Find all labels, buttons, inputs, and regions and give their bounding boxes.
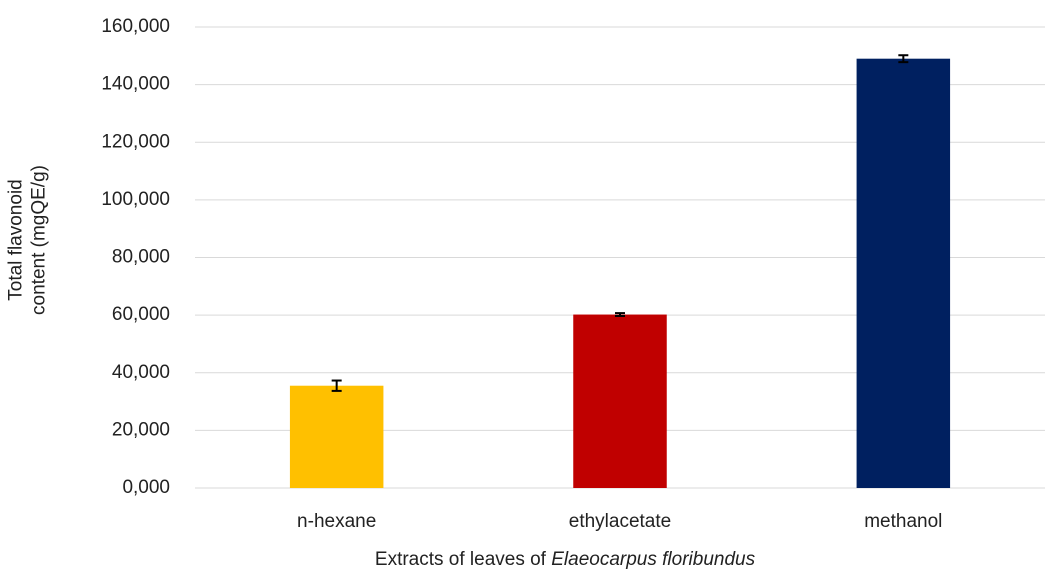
bar	[289, 385, 384, 488]
y-tick-label: 20,000	[112, 419, 170, 440]
y-tick-label: 60,000	[112, 304, 170, 325]
y-tick-label: 120,000	[101, 131, 170, 152]
bar	[856, 58, 951, 488]
y-axis-label-line: content (mgQE/g)	[28, 165, 49, 315]
y-tick-label: 140,000	[101, 74, 170, 95]
error-bar	[898, 54, 909, 64]
error-bar	[615, 312, 625, 317]
y-axis-label: Total flavonoidcontent (mgQE/g)	[6, 165, 50, 315]
error-bar	[331, 379, 342, 392]
x-tick-label: ethylacetate	[569, 511, 671, 532]
x-axis-label-species: Elaeocarpus floribundus	[551, 549, 755, 570]
y-tick-label: 80,000	[112, 247, 170, 268]
y-tick-label: 160,000	[101, 16, 170, 37]
y-tick-label: 100,000	[101, 189, 170, 210]
y-tick-label: 40,000	[112, 362, 170, 383]
x-axis-label: Extracts of leaves of Elaeocarpus florib…	[375, 549, 756, 570]
bar	[573, 314, 667, 488]
x-tick-label: methanol	[864, 511, 942, 532]
y-axis-label-line: Total flavonoid	[6, 179, 27, 300]
x-tick-label: n-hexane	[297, 511, 376, 532]
y-tick-label: 0,000	[122, 477, 170, 498]
x-axis-label-text: Extracts of leaves of	[375, 549, 547, 570]
